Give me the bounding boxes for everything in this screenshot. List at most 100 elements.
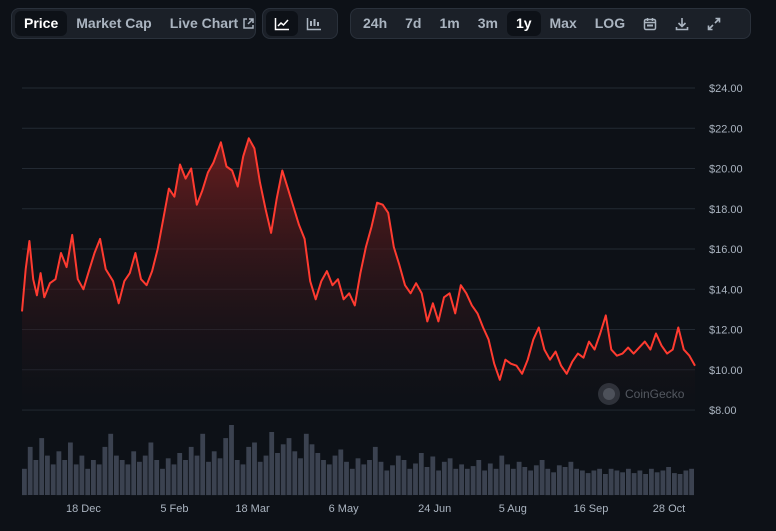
volume-bar [211, 451, 217, 496]
chart-type-group [262, 8, 338, 39]
range-max[interactable]: Max [549, 15, 577, 31]
range-1m[interactable]: 1m [439, 15, 460, 31]
range-1y[interactable]: 1y [506, 11, 541, 36]
volume-bar [620, 472, 625, 496]
range-7d[interactable]: 7d [405, 15, 422, 31]
volume-bar [528, 470, 533, 495]
line-chart-button[interactable] [266, 11, 298, 36]
tab-price[interactable]: Price [15, 11, 68, 36]
volume-bar [257, 461, 263, 496]
volume-bar [556, 465, 562, 496]
volume-bar [413, 463, 418, 495]
volume-bar [464, 468, 470, 496]
volume-bar [683, 470, 689, 495]
x-tick-label: 18 Mar [235, 503, 270, 515]
volume-bar [96, 464, 102, 495]
download-button[interactable] [666, 11, 698, 36]
range-24h[interactable]: 24h [363, 15, 388, 31]
volume-bar [206, 461, 211, 496]
volume-bar [516, 461, 522, 496]
volume-bar [142, 455, 148, 495]
tab-market-cap[interactable]: Market Cap [76, 15, 152, 31]
volume-bar [591, 470, 597, 495]
candlestick-chart-icon [306, 17, 321, 30]
volume-bar [626, 468, 631, 496]
volume-bar [85, 468, 91, 496]
y-tick-label: $10.00 [709, 365, 743, 377]
fullscreen-button[interactable] [698, 11, 730, 36]
volume-bar [407, 468, 413, 496]
volume-bar [114, 455, 119, 495]
volume-bar [637, 470, 643, 495]
price-chart-area[interactable]: $24.00 $22.00 $20.00 $18.00 $16.00 $14.00 $12.… [0, 44, 776, 526]
volume-bar [672, 473, 677, 495]
volume-bar [62, 460, 68, 495]
volume-bar [217, 458, 223, 496]
volume-bar [631, 473, 637, 495]
x-tick-label: 18 Dec [66, 503, 101, 515]
volume-bar [436, 470, 441, 495]
volume-bar [177, 453, 183, 495]
volume-bar [585, 473, 591, 495]
volume-bar [91, 460, 96, 495]
volume-bar [614, 470, 620, 495]
volume-bar [361, 464, 367, 495]
y-tick-label: $8.00 [709, 405, 737, 417]
volume-bar [292, 451, 298, 496]
metric-tab-group: Price Market Cap Live Chart [11, 8, 256, 39]
x-tick-label: 5 Feb [160, 503, 188, 515]
volume-bar [424, 467, 430, 495]
volume-bar [315, 453, 321, 495]
x-tick-label: 6 May [329, 503, 359, 515]
price-chart[interactable]: $24.00 $22.00 $20.00 $18.00 $16.00 $14.00 $12.… [0, 44, 776, 526]
volume-bar [286, 438, 292, 495]
volume-bar [344, 461, 349, 496]
external-link-icon [243, 18, 254, 29]
volume-bar [510, 468, 516, 496]
download-icon [675, 17, 689, 30]
volume-bar [441, 461, 447, 496]
y-tick-label: $22.00 [709, 123, 743, 135]
chart-toolbar: Price Market Cap Live Chart [0, 0, 776, 44]
volume-bar [447, 458, 453, 496]
tab-live-chart[interactable]: Live Chart [161, 11, 264, 36]
volume-bar [154, 460, 160, 495]
volume-bar [33, 460, 39, 495]
volume-bar [476, 460, 482, 495]
volume-bar [533, 465, 539, 496]
volume-bar [280, 444, 286, 496]
log-scale-button[interactable]: LOG [594, 15, 626, 31]
volume-bar [137, 461, 142, 496]
volume-bar [148, 442, 154, 495]
volume-bar [349, 468, 355, 496]
candlestick-chart-button[interactable] [298, 11, 330, 36]
volume-bar [453, 468, 459, 496]
x-tick-label: 5 Aug [499, 503, 527, 515]
volume-bar [666, 467, 671, 495]
volume-bar [332, 455, 338, 495]
range-group: 24h 7d 1m 3m 1y Max LOG [350, 8, 751, 39]
volume-bar [125, 464, 131, 495]
volume-bar [309, 444, 315, 496]
range-3m[interactable]: 3m [477, 15, 498, 31]
volume-bar [102, 446, 108, 495]
volume-bar [27, 446, 33, 495]
volume-bar [108, 433, 114, 496]
volume-bar [418, 453, 424, 495]
calendar-button[interactable] [634, 11, 666, 36]
volume-bar [372, 446, 378, 495]
volume-bar [499, 455, 505, 495]
volume-bar [194, 455, 200, 495]
volume-bar [493, 468, 499, 496]
price-line [21, 137, 696, 381]
volume-bar [246, 446, 252, 495]
volume-bar [229, 425, 234, 495]
volume-bar [355, 458, 361, 496]
volume-bar [68, 442, 73, 495]
volume-bar [367, 460, 372, 495]
volume-bar [482, 470, 487, 495]
volume-bar [263, 455, 269, 495]
y-tick-label: $24.00 [709, 83, 743, 95]
x-tick-label: 28 Oct [653, 503, 685, 515]
volume-bar [39, 438, 45, 495]
